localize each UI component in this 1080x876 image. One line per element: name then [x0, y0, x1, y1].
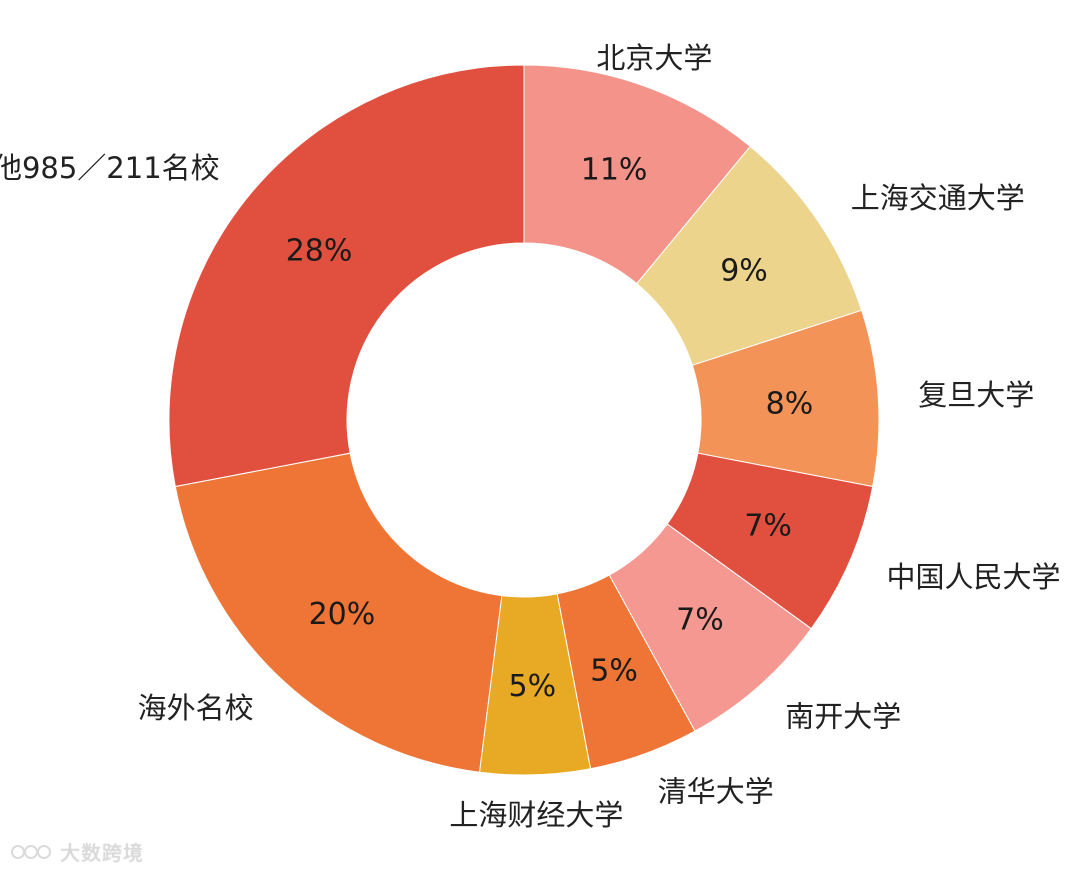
- percent-label-5: 7%: [676, 603, 724, 638]
- category-label-9: 其他985／211名校: [0, 151, 220, 185]
- percent-label-3: 8%: [766, 386, 814, 421]
- slice-8: [174, 452, 503, 773]
- percent-label-9: 28%: [286, 233, 353, 268]
- watermark: 大数跨境: [10, 837, 144, 866]
- slices-group: [168, 64, 880, 776]
- percent-label-8: 20%: [309, 597, 376, 632]
- category-label-8: 海外名校: [138, 691, 254, 725]
- category-label-4: 中国人民大学: [887, 560, 1061, 594]
- category-label-6: 清华大学: [658, 775, 774, 809]
- category-label-1: 北京大学: [596, 41, 712, 75]
- percent-labels-group: 11% 9% 8% 7% 7% 5% 5% 20% 28%: [286, 153, 814, 704]
- category-label-2: 上海交通大学: [851, 181, 1025, 215]
- slice-9: [168, 64, 525, 488]
- watermark-text: 大数跨境: [60, 841, 144, 865]
- category-label-5: 南开大学: [785, 699, 901, 733]
- watermark-logo-icon: [11, 844, 51, 859]
- category-label-3: 复旦大学: [918, 378, 1034, 412]
- percent-label-6: 5%: [590, 653, 638, 688]
- percent-label-7: 5%: [509, 669, 557, 704]
- percent-label-4: 7%: [744, 509, 792, 544]
- percent-label-1: 11%: [581, 153, 648, 188]
- category-label-7: 上海财经大学: [449, 798, 623, 832]
- percent-label-2: 9%: [720, 253, 768, 288]
